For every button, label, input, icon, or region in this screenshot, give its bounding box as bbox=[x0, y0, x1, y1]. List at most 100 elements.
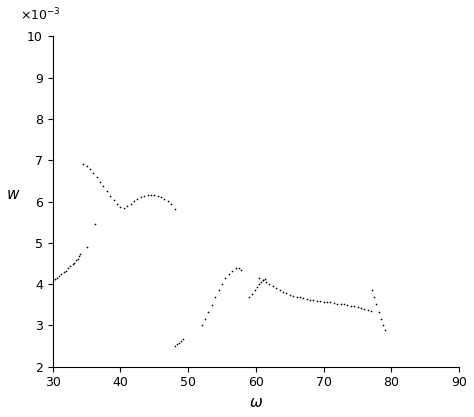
Point bbox=[254, 284, 261, 290]
Point bbox=[369, 287, 376, 294]
Point bbox=[167, 201, 175, 207]
Point bbox=[257, 279, 265, 285]
Point bbox=[303, 296, 310, 302]
Point bbox=[69, 261, 77, 268]
Point bbox=[83, 163, 91, 170]
Point bbox=[120, 204, 128, 211]
Point bbox=[375, 309, 383, 316]
Point bbox=[262, 279, 270, 286]
Point bbox=[262, 276, 269, 282]
Y-axis label: w: w bbox=[7, 186, 19, 201]
Point bbox=[251, 287, 258, 294]
Point bbox=[205, 309, 212, 316]
Point bbox=[58, 271, 65, 277]
Point bbox=[246, 294, 253, 301]
Point bbox=[260, 277, 267, 284]
Point bbox=[64, 265, 72, 272]
Point bbox=[296, 294, 304, 301]
Point bbox=[137, 194, 145, 201]
Point bbox=[107, 193, 114, 199]
Point bbox=[49, 278, 56, 284]
Point bbox=[123, 203, 131, 209]
Point bbox=[140, 193, 148, 199]
Point bbox=[273, 285, 280, 291]
Point bbox=[178, 338, 185, 344]
Point bbox=[161, 195, 168, 202]
Point bbox=[208, 301, 216, 308]
Point bbox=[134, 195, 141, 202]
Point bbox=[180, 336, 187, 342]
Point bbox=[74, 255, 82, 262]
Point bbox=[93, 174, 100, 181]
Point bbox=[265, 281, 273, 287]
Point bbox=[86, 166, 94, 173]
Point bbox=[364, 307, 372, 314]
Point bbox=[175, 339, 183, 346]
Point bbox=[198, 322, 206, 329]
Point bbox=[255, 275, 263, 281]
Point bbox=[130, 198, 138, 204]
Point bbox=[350, 303, 358, 310]
Point bbox=[100, 183, 107, 190]
Point bbox=[344, 301, 351, 308]
Point bbox=[96, 178, 104, 185]
Point bbox=[377, 316, 384, 323]
Point bbox=[147, 191, 155, 198]
Point bbox=[337, 301, 345, 307]
Point bbox=[259, 277, 266, 284]
Point bbox=[327, 299, 334, 306]
Point bbox=[103, 188, 110, 194]
Point bbox=[279, 288, 287, 295]
Point bbox=[283, 290, 290, 296]
Point bbox=[381, 326, 388, 333]
Point bbox=[53, 274, 61, 281]
Point bbox=[171, 206, 178, 212]
Point bbox=[232, 265, 239, 272]
Point bbox=[255, 281, 263, 287]
Point bbox=[237, 266, 245, 273]
Point bbox=[340, 301, 348, 308]
Point bbox=[306, 296, 314, 303]
Point bbox=[371, 293, 378, 300]
Point bbox=[77, 251, 84, 258]
Point bbox=[330, 300, 337, 306]
X-axis label: ω: ω bbox=[249, 395, 262, 410]
Point bbox=[289, 292, 297, 299]
Point bbox=[215, 287, 222, 294]
Point bbox=[248, 291, 255, 297]
Point bbox=[367, 308, 375, 315]
Text: $\times10^{-3}$: $\times10^{-3}$ bbox=[20, 7, 61, 23]
Point bbox=[218, 281, 226, 287]
Point bbox=[75, 253, 83, 259]
Point bbox=[313, 297, 320, 304]
Point bbox=[157, 194, 165, 201]
Point bbox=[235, 265, 243, 272]
Point bbox=[333, 300, 341, 307]
Point bbox=[55, 273, 63, 279]
Point bbox=[110, 197, 118, 203]
Point bbox=[173, 341, 181, 348]
Point bbox=[90, 170, 97, 176]
Point bbox=[151, 192, 158, 198]
Point bbox=[286, 291, 293, 298]
Point bbox=[201, 316, 209, 323]
Point bbox=[60, 269, 67, 275]
Point bbox=[228, 267, 236, 274]
Point bbox=[347, 302, 355, 309]
Point bbox=[300, 295, 307, 301]
Point bbox=[71, 259, 78, 266]
Point bbox=[373, 301, 380, 307]
Point bbox=[323, 299, 331, 305]
Point bbox=[317, 298, 324, 304]
Point bbox=[357, 305, 365, 311]
Point bbox=[320, 298, 328, 305]
Point bbox=[211, 294, 219, 301]
Point bbox=[354, 304, 361, 311]
Point bbox=[79, 161, 87, 168]
Point bbox=[154, 193, 162, 199]
Point bbox=[164, 198, 172, 204]
Point bbox=[63, 267, 70, 274]
Point bbox=[222, 275, 229, 282]
Point bbox=[83, 244, 91, 250]
Point bbox=[293, 293, 301, 300]
